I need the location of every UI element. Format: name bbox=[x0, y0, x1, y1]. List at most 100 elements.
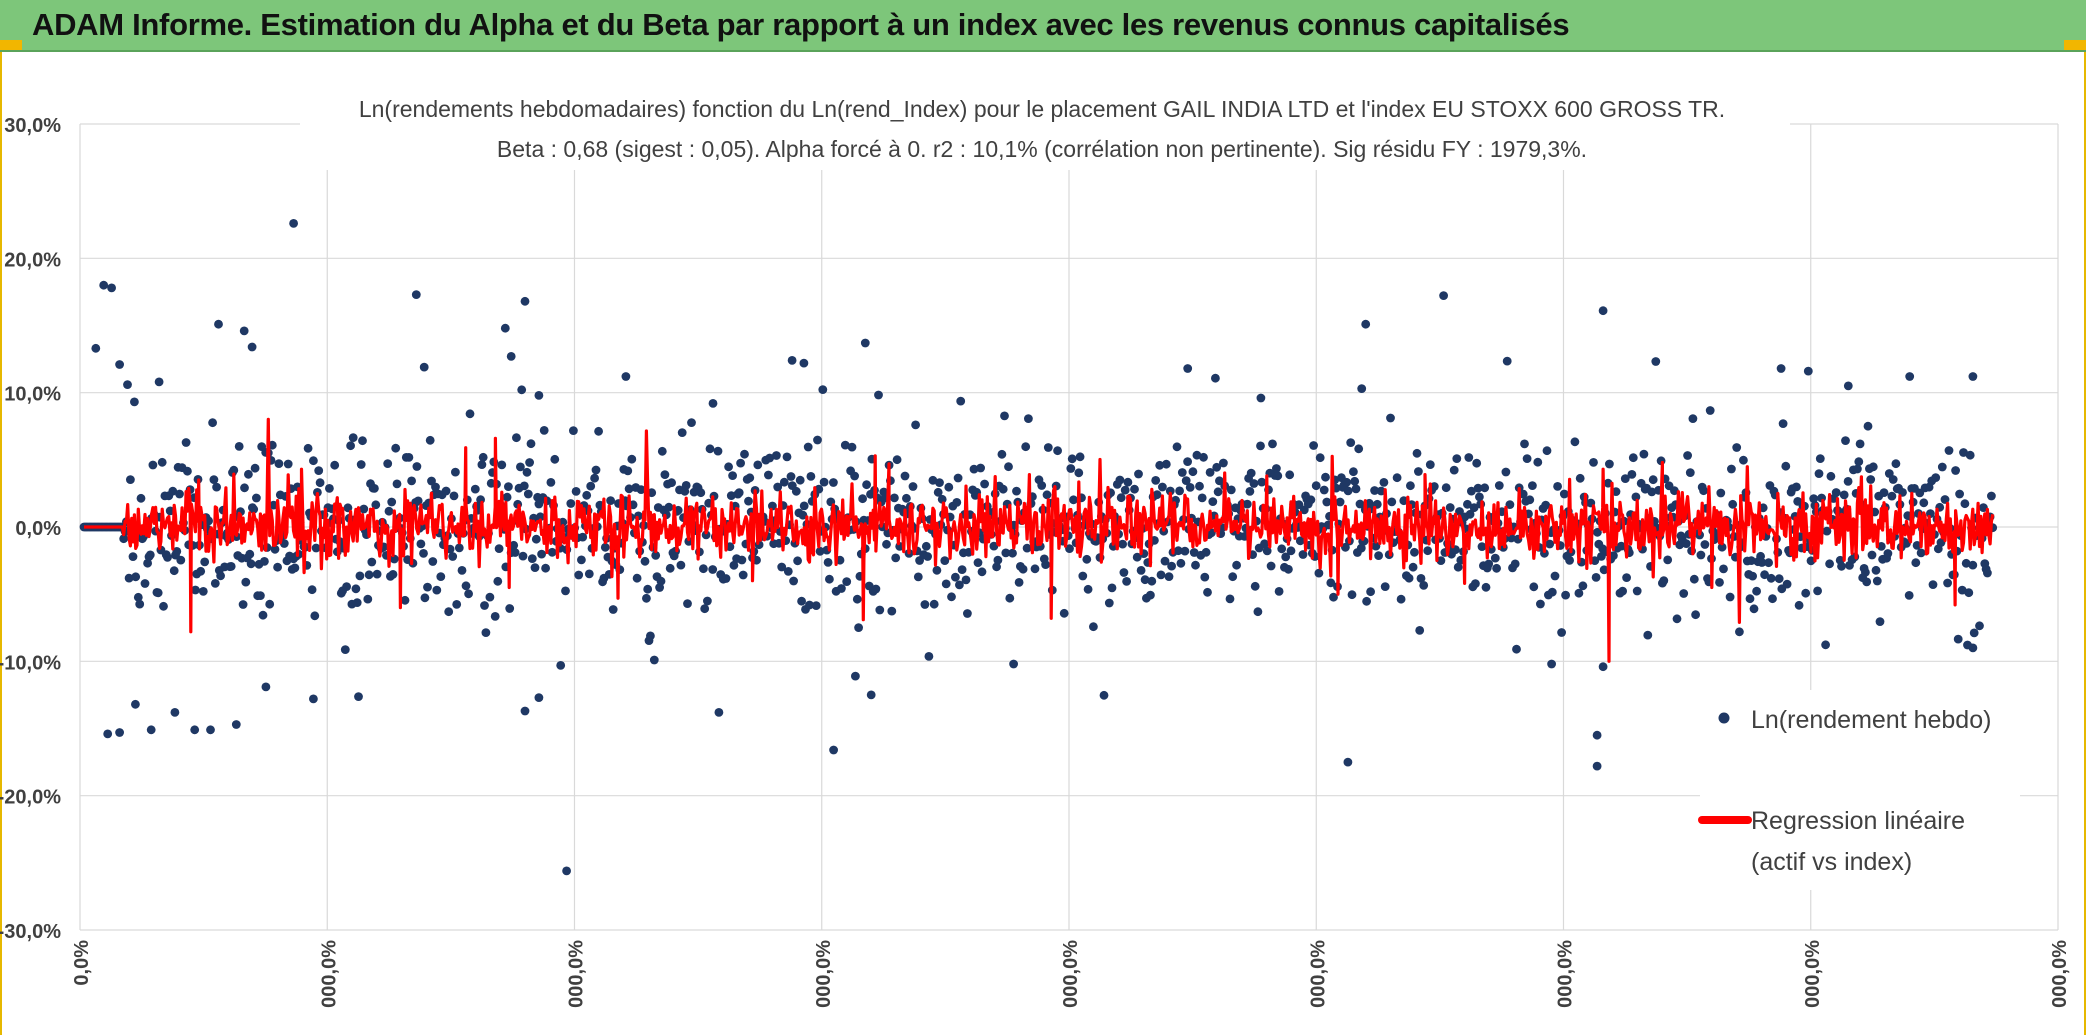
data-point bbox=[1412, 448, 1422, 458]
data-point bbox=[340, 645, 350, 654]
data-point bbox=[1449, 465, 1459, 475]
data-point bbox=[1342, 477, 1352, 487]
data-point bbox=[169, 566, 179, 576]
data-point bbox=[1004, 462, 1013, 472]
data-point bbox=[1321, 472, 1330, 482]
data-point bbox=[724, 462, 733, 472]
data-point bbox=[231, 720, 241, 729]
data-point bbox=[1590, 556, 1600, 565]
data-point bbox=[837, 584, 846, 593]
data-point bbox=[1598, 306, 1608, 316]
data-point bbox=[1484, 559, 1494, 569]
data-point bbox=[200, 557, 210, 567]
data-point bbox=[330, 460, 340, 470]
data-point bbox=[787, 356, 797, 365]
data-point bbox=[887, 606, 897, 616]
data-point bbox=[701, 530, 711, 540]
data-point bbox=[1961, 558, 1971, 568]
data-point bbox=[699, 564, 708, 574]
data-point bbox=[1099, 690, 1109, 700]
data-point bbox=[819, 477, 829, 487]
y-tick-label: 10,0% bbox=[4, 384, 61, 406]
data-point bbox=[624, 484, 634, 494]
data-point bbox=[823, 558, 833, 567]
data-point bbox=[509, 540, 519, 550]
data-point bbox=[1175, 486, 1184, 496]
legend-label-regression-line1: Regression linéaire bbox=[1751, 807, 1965, 835]
data-point bbox=[1843, 477, 1853, 486]
data-point bbox=[961, 575, 971, 585]
data-point bbox=[765, 453, 775, 463]
data-point bbox=[1082, 554, 1092, 564]
data-point bbox=[1542, 446, 1552, 456]
data-point bbox=[1065, 544, 1074, 553]
data-point bbox=[504, 482, 513, 491]
data-point bbox=[1739, 455, 1748, 465]
data-point bbox=[256, 591, 265, 600]
data-point bbox=[1453, 562, 1463, 572]
data-point bbox=[729, 560, 739, 570]
data-point bbox=[451, 467, 460, 477]
data-point bbox=[172, 547, 182, 556]
data-point bbox=[1700, 540, 1710, 549]
data-point bbox=[957, 565, 967, 574]
data-point bbox=[1937, 462, 1947, 472]
data-point bbox=[1314, 568, 1324, 578]
data-point bbox=[786, 472, 796, 481]
data-point bbox=[1351, 484, 1361, 494]
data-point bbox=[391, 443, 401, 453]
data-point bbox=[1309, 441, 1318, 450]
data-point bbox=[130, 397, 139, 407]
data-point bbox=[133, 592, 143, 602]
data-point bbox=[1042, 490, 1052, 500]
data-point bbox=[1245, 487, 1255, 496]
data-point bbox=[1075, 452, 1085, 462]
data-point bbox=[154, 377, 164, 387]
data-point bbox=[1201, 547, 1211, 557]
data-point bbox=[923, 552, 932, 561]
data-point bbox=[1183, 364, 1193, 373]
data-point bbox=[1472, 458, 1482, 468]
data-point bbox=[1651, 357, 1661, 366]
data-point bbox=[858, 494, 867, 504]
data-point bbox=[1246, 468, 1256, 478]
data-point bbox=[1502, 356, 1512, 366]
data-point bbox=[270, 544, 280, 554]
data-point bbox=[1663, 555, 1673, 565]
data-point bbox=[1639, 449, 1649, 459]
data-point bbox=[1173, 546, 1183, 556]
data-point bbox=[432, 585, 442, 595]
data-point bbox=[1152, 490, 1162, 500]
x-tick-label: 000,0% bbox=[2049, 940, 2071, 1008]
data-point bbox=[1547, 659, 1556, 669]
data-point bbox=[1059, 608, 1069, 618]
data-point bbox=[1757, 558, 1767, 567]
data-point bbox=[1826, 471, 1836, 481]
data-point bbox=[1570, 437, 1580, 447]
data-point bbox=[210, 579, 220, 588]
data-point bbox=[518, 551, 528, 561]
data-point bbox=[1467, 486, 1476, 496]
data-point bbox=[1727, 464, 1736, 474]
data-point bbox=[310, 611, 320, 621]
data-point bbox=[1414, 467, 1423, 476]
data-point bbox=[490, 612, 500, 621]
data-point bbox=[1232, 560, 1241, 570]
data-point bbox=[241, 577, 251, 587]
data-point bbox=[1441, 483, 1451, 493]
data-point bbox=[1464, 453, 1474, 462]
data-points bbox=[79, 219, 1998, 876]
data-point bbox=[600, 542, 610, 552]
data-point bbox=[238, 600, 248, 609]
data-point bbox=[714, 708, 724, 717]
data-point bbox=[249, 504, 259, 514]
data-point bbox=[273, 562, 282, 572]
data-point bbox=[1452, 454, 1462, 463]
data-point bbox=[1822, 526, 1832, 536]
data-point bbox=[700, 604, 710, 614]
data-point bbox=[1183, 457, 1192, 466]
data-point bbox=[660, 470, 670, 479]
data-point bbox=[1887, 491, 1897, 501]
data-point bbox=[1341, 542, 1350, 552]
data-point bbox=[798, 510, 808, 520]
